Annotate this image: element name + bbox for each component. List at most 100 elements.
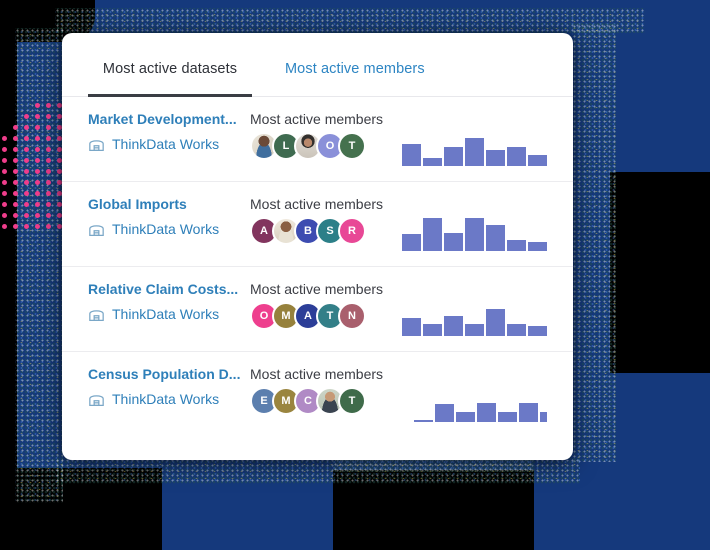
activity-bar xyxy=(465,138,484,166)
pink-dot xyxy=(57,114,62,119)
pink-dot xyxy=(57,180,62,185)
activity-bar xyxy=(465,218,484,251)
members-label: Most active members xyxy=(250,366,384,382)
pink-dot xyxy=(35,125,40,130)
pink-dot xyxy=(57,158,62,163)
pink-dot xyxy=(57,224,62,229)
tab-most-active-members[interactable]: Most active members xyxy=(285,61,425,77)
pink-dot xyxy=(46,158,51,163)
activity-bar xyxy=(486,150,505,166)
avatar-initial[interactable]: T xyxy=(338,132,366,160)
pink-dot xyxy=(2,224,7,229)
avatar-initial[interactable]: N xyxy=(338,302,366,330)
pink-dot xyxy=(35,136,40,141)
tab-most-active-datasets[interactable]: Most active datasets xyxy=(88,61,252,97)
activity-bar-chart xyxy=(414,403,547,422)
pink-dot xyxy=(13,169,18,174)
pink-dot xyxy=(24,136,29,141)
activity-bar xyxy=(528,326,547,336)
data-warehouse-icon xyxy=(89,309,104,321)
org-name: ThinkData Works xyxy=(112,136,220,152)
tab-bar: Most active datasets Most active members xyxy=(62,33,573,97)
pink-dot xyxy=(57,147,62,152)
activity-bar xyxy=(528,155,547,166)
dataset-row: Global Imports ThinkData Works Most acti… xyxy=(62,182,573,267)
pink-dot xyxy=(57,213,62,218)
pink-dot xyxy=(57,191,62,196)
activity-bar xyxy=(486,225,505,251)
noise-band-left xyxy=(15,28,63,503)
pink-dot xyxy=(24,180,29,185)
activity-bar-chart xyxy=(402,138,547,166)
pink-dot xyxy=(35,202,40,207)
data-warehouse-icon xyxy=(89,394,104,406)
activity-bar xyxy=(507,240,526,251)
activity-bar xyxy=(456,412,475,422)
pink-dot xyxy=(24,158,29,163)
pink-dot xyxy=(46,114,51,119)
pink-dot xyxy=(35,224,40,229)
pink-dot xyxy=(13,213,18,218)
pink-dot xyxy=(57,136,62,141)
dataset-title-link[interactable]: Market Development... xyxy=(88,111,237,127)
members-label: Most active members xyxy=(250,111,384,127)
pink-dot xyxy=(2,202,7,207)
pink-dot xyxy=(13,147,18,152)
dataset-title-link[interactable]: Census Population D... xyxy=(88,366,241,382)
pink-dot xyxy=(46,180,51,185)
pink-dot xyxy=(13,125,18,130)
pink-dot xyxy=(13,191,18,196)
avatar-initial[interactable]: T xyxy=(338,387,366,415)
dataset-row: Market Development... ThinkData Works Mo… xyxy=(62,97,573,182)
avatar-initial[interactable]: C xyxy=(294,387,322,415)
pink-dot xyxy=(24,224,29,229)
pink-dot xyxy=(24,169,29,174)
data-warehouse-icon xyxy=(89,224,104,236)
pink-dot xyxy=(24,147,29,152)
pink-dot xyxy=(46,224,51,229)
pink-dot xyxy=(13,224,18,229)
members-label: Most active members xyxy=(250,281,384,297)
dataset-title-link[interactable]: Global Imports xyxy=(88,196,187,212)
pink-dot xyxy=(2,136,7,141)
org-link[interactable]: ThinkData Works xyxy=(88,306,250,322)
pink-dot xyxy=(35,158,40,163)
bg-black-bottom-left xyxy=(0,468,162,550)
pink-dot xyxy=(2,158,7,163)
pink-dot xyxy=(35,169,40,174)
activity-bar xyxy=(423,158,442,166)
pink-dot xyxy=(24,114,29,119)
pink-dot xyxy=(2,169,7,174)
org-link[interactable]: ThinkData Works xyxy=(88,391,250,407)
pink-dot xyxy=(35,213,40,218)
activity-bar xyxy=(498,412,517,422)
activity-bar xyxy=(414,420,433,422)
bg-black-bottom-mid xyxy=(333,470,534,550)
pink-dot xyxy=(57,103,62,108)
pink-dot xyxy=(13,180,18,185)
activity-bar xyxy=(486,309,505,336)
noise-band-top xyxy=(55,8,645,33)
pink-dot xyxy=(46,191,51,196)
activity-bar-chart xyxy=(402,309,547,336)
avatar-initial[interactable]: R xyxy=(338,217,366,245)
activity-card: Most active datasets Most active members… xyxy=(62,33,573,460)
org-link[interactable]: ThinkData Works xyxy=(88,221,250,237)
pink-dot xyxy=(46,169,51,174)
activity-bar xyxy=(423,218,442,251)
activity-bar xyxy=(507,324,526,336)
org-link[interactable]: ThinkData Works xyxy=(88,136,250,152)
pink-dot xyxy=(46,213,51,218)
members-label: Most active members xyxy=(250,196,384,212)
pink-dot xyxy=(2,191,7,196)
dataset-title-link[interactable]: Relative Claim Costs... xyxy=(88,281,239,297)
activity-bar xyxy=(402,144,421,166)
pink-dot xyxy=(13,158,18,163)
activity-bar xyxy=(402,234,421,251)
activity-bar-chart xyxy=(402,218,547,251)
pink-dot xyxy=(46,103,51,108)
